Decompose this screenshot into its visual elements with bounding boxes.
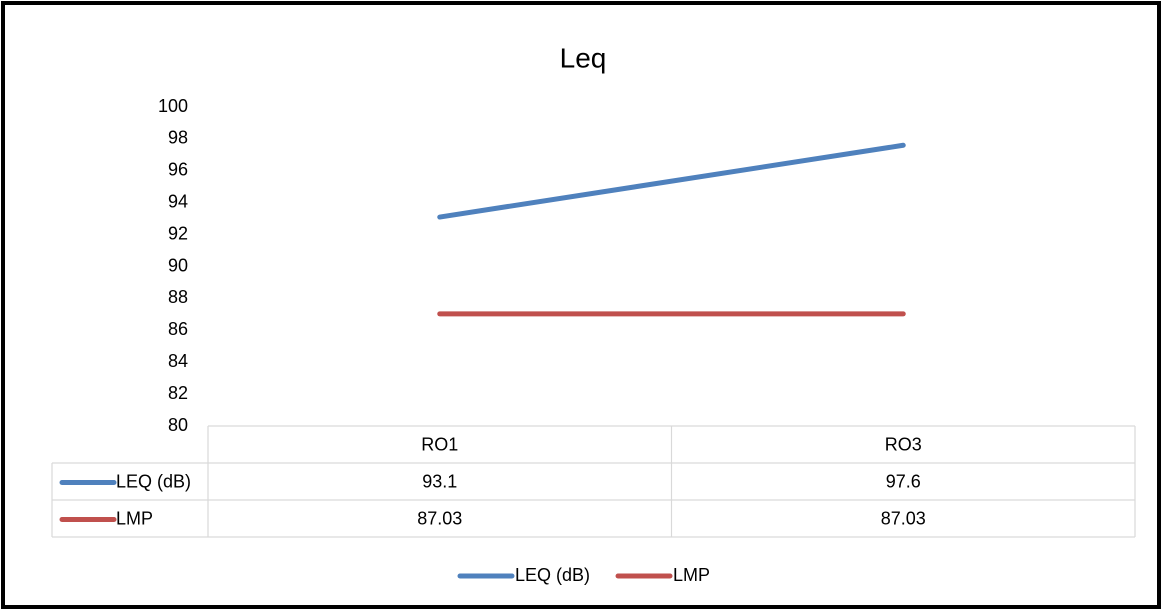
chart-title: Leq <box>560 42 607 73</box>
table-cell: 97.6 <box>886 471 921 491</box>
y-tick-label: 90 <box>168 255 188 275</box>
y-tick-label: 92 <box>168 223 188 243</box>
table-cell: 93.1 <box>422 471 457 491</box>
y-tick-label: 86 <box>168 319 188 339</box>
y-tick-label: 82 <box>168 383 188 403</box>
data-line <box>437 142 906 220</box>
y-tick-label: 98 <box>168 128 188 148</box>
legend-label: LEQ (dB) <box>515 565 590 585</box>
y-tick-label: 100 <box>158 96 188 116</box>
table-cell: 87.03 <box>881 508 926 528</box>
y-tick-label: 94 <box>168 191 188 211</box>
table-header: RO1 <box>421 434 458 454</box>
y-tick-label: 80 <box>168 415 188 435</box>
table-row-label: LMP <box>116 508 153 528</box>
table-cell: 87.03 <box>417 508 462 528</box>
table-row-label: LEQ (dB) <box>116 471 191 491</box>
table-header: RO3 <box>885 434 922 454</box>
legend-label: LMP <box>673 565 710 585</box>
y-tick-label: 96 <box>168 160 188 180</box>
y-tick-label: 88 <box>168 287 188 307</box>
y-tick-label: 84 <box>168 351 188 371</box>
